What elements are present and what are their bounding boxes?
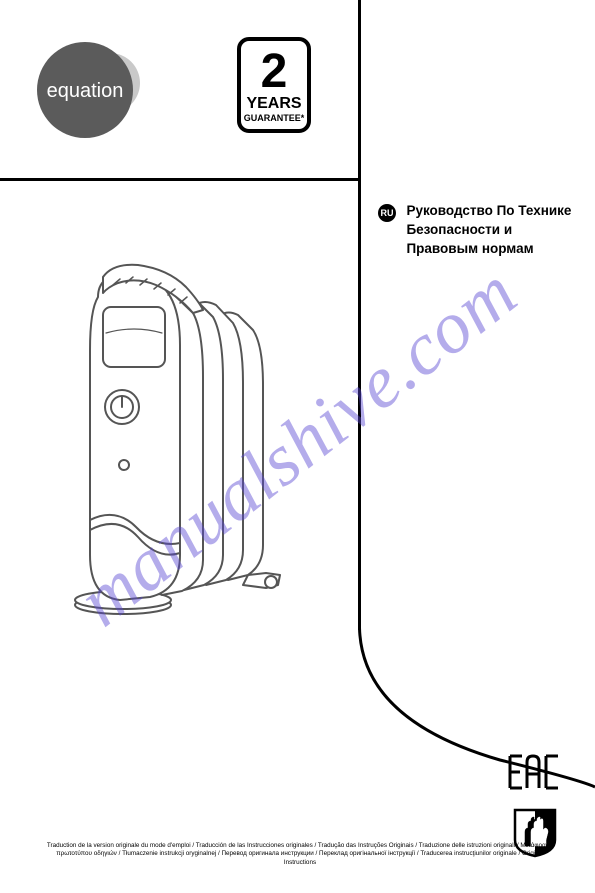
- product-illustration: [68, 255, 313, 625]
- footer-translations: Traduction de la version originale du mo…: [40, 842, 560, 868]
- language-badge: RU: [378, 204, 396, 222]
- document-title: RU Руководство По Технике Безопасности и…: [378, 202, 578, 259]
- title-text: Руководство По Технике Безопасности и Пр…: [406, 202, 571, 259]
- eac-certification-mark: [507, 752, 559, 797]
